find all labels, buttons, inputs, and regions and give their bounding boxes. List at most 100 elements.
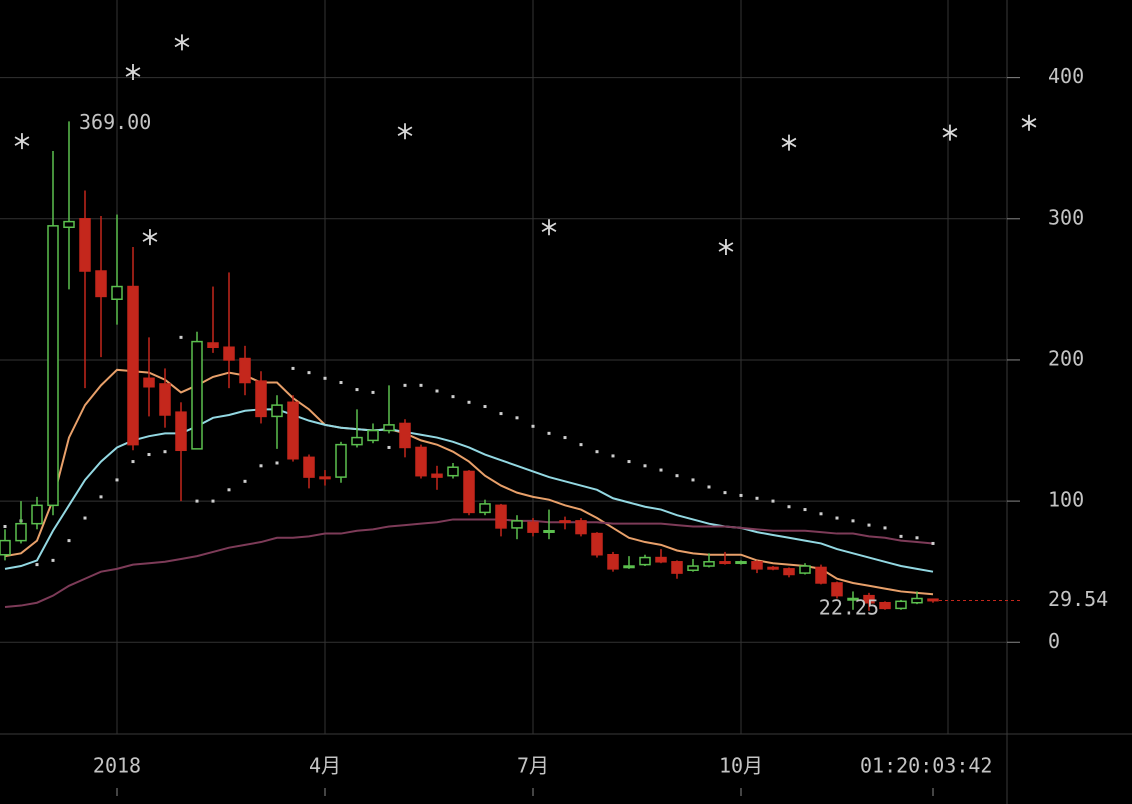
sar-dot <box>739 493 743 497</box>
asterisk-marker <box>1021 114 1037 131</box>
candle-body <box>335 443 347 478</box>
candle-body <box>751 561 763 570</box>
sar-dot <box>611 454 615 458</box>
candle-body <box>31 504 43 525</box>
sar-dot <box>627 460 631 464</box>
candle-body <box>607 553 619 570</box>
sar-dot <box>99 495 103 499</box>
sar-dot <box>691 478 695 482</box>
candle-body <box>127 285 139 446</box>
sar-dot <box>675 474 679 478</box>
candle-body <box>351 436 363 446</box>
candle-body <box>783 568 795 576</box>
candle-body <box>479 503 491 514</box>
candle-body <box>303 456 315 478</box>
last-price-label: 29.54 <box>1048 587 1108 611</box>
sar-dot <box>83 516 87 520</box>
y-tick-label: 200 <box>1048 346 1084 370</box>
sar-dot <box>419 383 423 387</box>
y-tick-label: 300 <box>1048 205 1084 229</box>
sar-dot <box>51 558 55 562</box>
sar-dot <box>67 539 71 543</box>
asterisk-marker <box>142 229 158 246</box>
countdown: 01:20:03:42 <box>860 754 992 778</box>
sar-dot <box>915 536 919 540</box>
candle-body <box>447 466 459 477</box>
candle-body <box>463 470 475 514</box>
candle-body <box>847 597 859 601</box>
y-tick-label: 100 <box>1048 488 1084 512</box>
candle-body <box>271 404 283 418</box>
sar-dot <box>163 450 167 454</box>
sar-dot <box>3 525 7 529</box>
candle-body <box>879 601 891 610</box>
sar-dot <box>499 412 503 416</box>
asterisk-marker <box>397 123 413 140</box>
sar-dot <box>371 390 375 394</box>
sar-dot <box>211 499 215 503</box>
candle-body <box>431 473 443 478</box>
sar-dot <box>483 405 487 409</box>
candle-body <box>623 565 635 569</box>
candle-body <box>15 522 27 542</box>
candle-body <box>543 529 555 533</box>
y-tick-label: 400 <box>1048 64 1084 88</box>
candle-body <box>671 561 683 574</box>
asterisk-marker <box>125 63 141 80</box>
candle-body <box>735 561 747 565</box>
sar-dot <box>899 534 903 538</box>
candle-body <box>895 600 907 610</box>
candle-body <box>287 401 299 460</box>
candle-body <box>207 342 219 348</box>
moving-average <box>4 518 934 608</box>
asterisk-marker <box>942 124 958 141</box>
candle-body <box>495 504 507 529</box>
asterisk-marker <box>174 34 190 51</box>
sar-dot <box>339 381 343 385</box>
sar-dot <box>35 563 39 567</box>
candle-body <box>95 270 107 298</box>
candle-body <box>111 285 123 300</box>
sar-dot <box>275 461 279 465</box>
sar-dot <box>403 383 407 387</box>
x-tick-label: 4月 <box>309 754 341 778</box>
sar-dot <box>323 376 327 380</box>
sar-dot <box>851 519 855 523</box>
sar-dot <box>259 464 263 468</box>
candle-body <box>799 565 811 574</box>
sar-dot <box>579 443 583 447</box>
sar-dot <box>227 488 231 492</box>
candle-body <box>143 377 155 388</box>
candle-body <box>255 380 267 418</box>
sar-dot <box>131 460 135 464</box>
candle-body <box>223 346 235 361</box>
candle-body <box>399 422 411 449</box>
sar-dot <box>755 496 759 500</box>
sar-dot <box>659 468 663 472</box>
candle-body <box>415 446 427 477</box>
sar-dot <box>387 445 391 449</box>
sar-dot <box>307 371 311 375</box>
asterisk-marker <box>541 219 557 236</box>
sar-dot <box>355 388 359 392</box>
sar-dot <box>291 366 295 370</box>
candle-body <box>319 476 331 480</box>
sar-dot <box>787 505 791 509</box>
candle-body <box>719 561 731 565</box>
candle-body <box>63 220 75 229</box>
candle-body <box>927 598 939 602</box>
asterisk-marker <box>14 133 30 150</box>
candle-body <box>0 539 11 556</box>
moving-average <box>4 408 934 573</box>
sar-dot <box>195 499 199 503</box>
sar-dot <box>147 453 151 457</box>
candle-body <box>175 411 187 452</box>
candle-body <box>767 566 779 570</box>
sar-dot <box>515 416 519 420</box>
sar-dot <box>451 395 455 399</box>
sar-dot <box>179 335 183 339</box>
candle-body <box>831 582 843 597</box>
sar-dot <box>643 464 647 468</box>
